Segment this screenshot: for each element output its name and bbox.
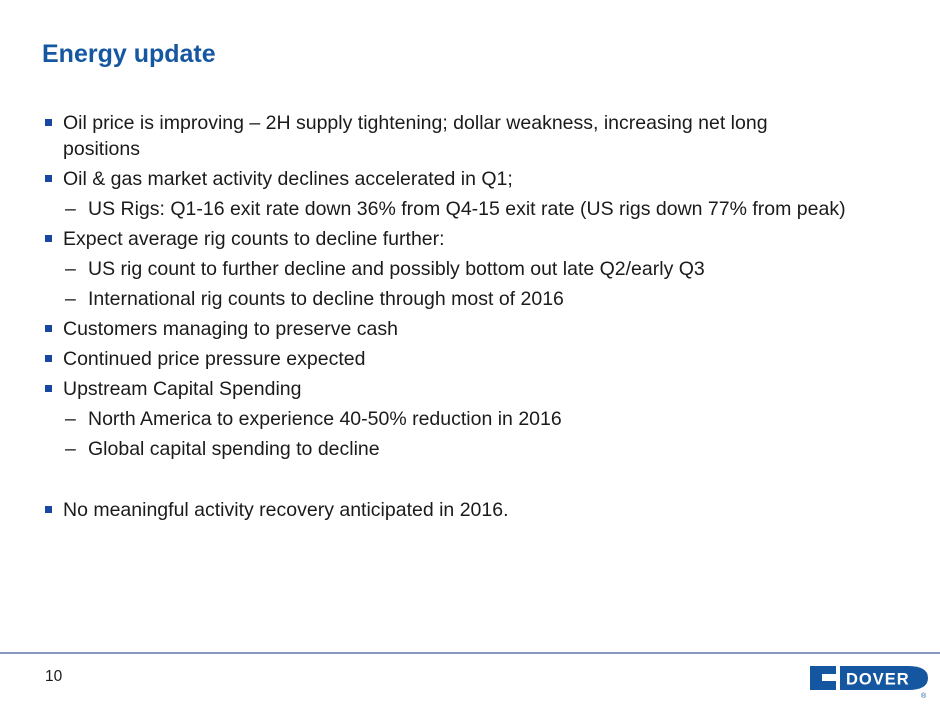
list-item-text: Oil & gas market activity declines accel… (63, 168, 513, 190)
registered-trademark-icon: ® (921, 692, 927, 700)
bullet-square-icon (45, 346, 63, 362)
footer-divider (0, 652, 940, 654)
list-item: – US Rigs: Q1-16 exit rate down 36% from… (65, 196, 910, 222)
list-item: – Global capital spending to decline (65, 436, 910, 462)
list-item: No meaningful activity recovery anticipa… (45, 497, 910, 523)
list-item: Oil & gas market activity declines accel… (45, 166, 910, 192)
list-item: Oil price is improving – 2H supply tight… (45, 110, 910, 162)
list-item: – International rig counts to decline th… (65, 286, 910, 312)
list-item-text: Customers managing to preserve cash (63, 318, 398, 340)
list-item-text: Continued price pressure expected (63, 348, 366, 370)
list-item-text: Oil price is improving – 2H supply tight… (63, 112, 768, 160)
list-item-text: US rig count to further decline and poss… (88, 258, 705, 280)
dover-logo: DOVER ® (808, 660, 930, 700)
bullet-list: Oil price is improving – 2H supply tight… (45, 106, 910, 523)
list-item-text: Global capital spending to decline (88, 438, 380, 460)
bullet-square-icon (45, 497, 63, 513)
bullet-square-icon (45, 226, 63, 242)
logo-wordmark: DOVER (846, 671, 910, 689)
bullet-square-icon (45, 166, 63, 182)
dash-icon: – (65, 438, 76, 460)
bullet-square-icon (45, 110, 63, 126)
list-item-text: North America to experience 40-50% reduc… (88, 408, 562, 430)
list-item-text: US Rigs: Q1-16 exit rate down 36% from Q… (88, 198, 846, 220)
list-item: Upstream Capital Spending (45, 376, 910, 402)
list-item-text: International rig counts to decline thro… (88, 288, 564, 310)
list-item: Expect average rig counts to decline fur… (45, 226, 910, 252)
logo-body-icon (840, 666, 928, 690)
list-item: Continued price pressure expected (45, 346, 910, 372)
list-item-text: No meaningful activity recovery anticipa… (63, 499, 509, 521)
dover-logo-graphic: DOVER ® (810, 666, 928, 700)
list-item: – North America to experience 40-50% red… (65, 406, 910, 432)
list-item-text: Upstream Capital Spending (63, 378, 302, 400)
page-number: 10 (45, 668, 63, 685)
page-title: Energy update (42, 40, 216, 68)
bullet-square-icon (45, 376, 63, 392)
dash-icon: – (65, 258, 76, 280)
bullet-square-icon (45, 316, 63, 332)
logo-left-bracket-icon (810, 666, 836, 690)
dash-icon: – (65, 408, 76, 430)
list-item: Customers managing to preserve cash (45, 316, 910, 342)
dash-icon: – (65, 198, 76, 220)
list-item-text: Expect average rig counts to decline fur… (63, 228, 445, 250)
dash-icon: – (65, 288, 76, 310)
list-item: – US rig count to further decline and po… (65, 256, 910, 282)
